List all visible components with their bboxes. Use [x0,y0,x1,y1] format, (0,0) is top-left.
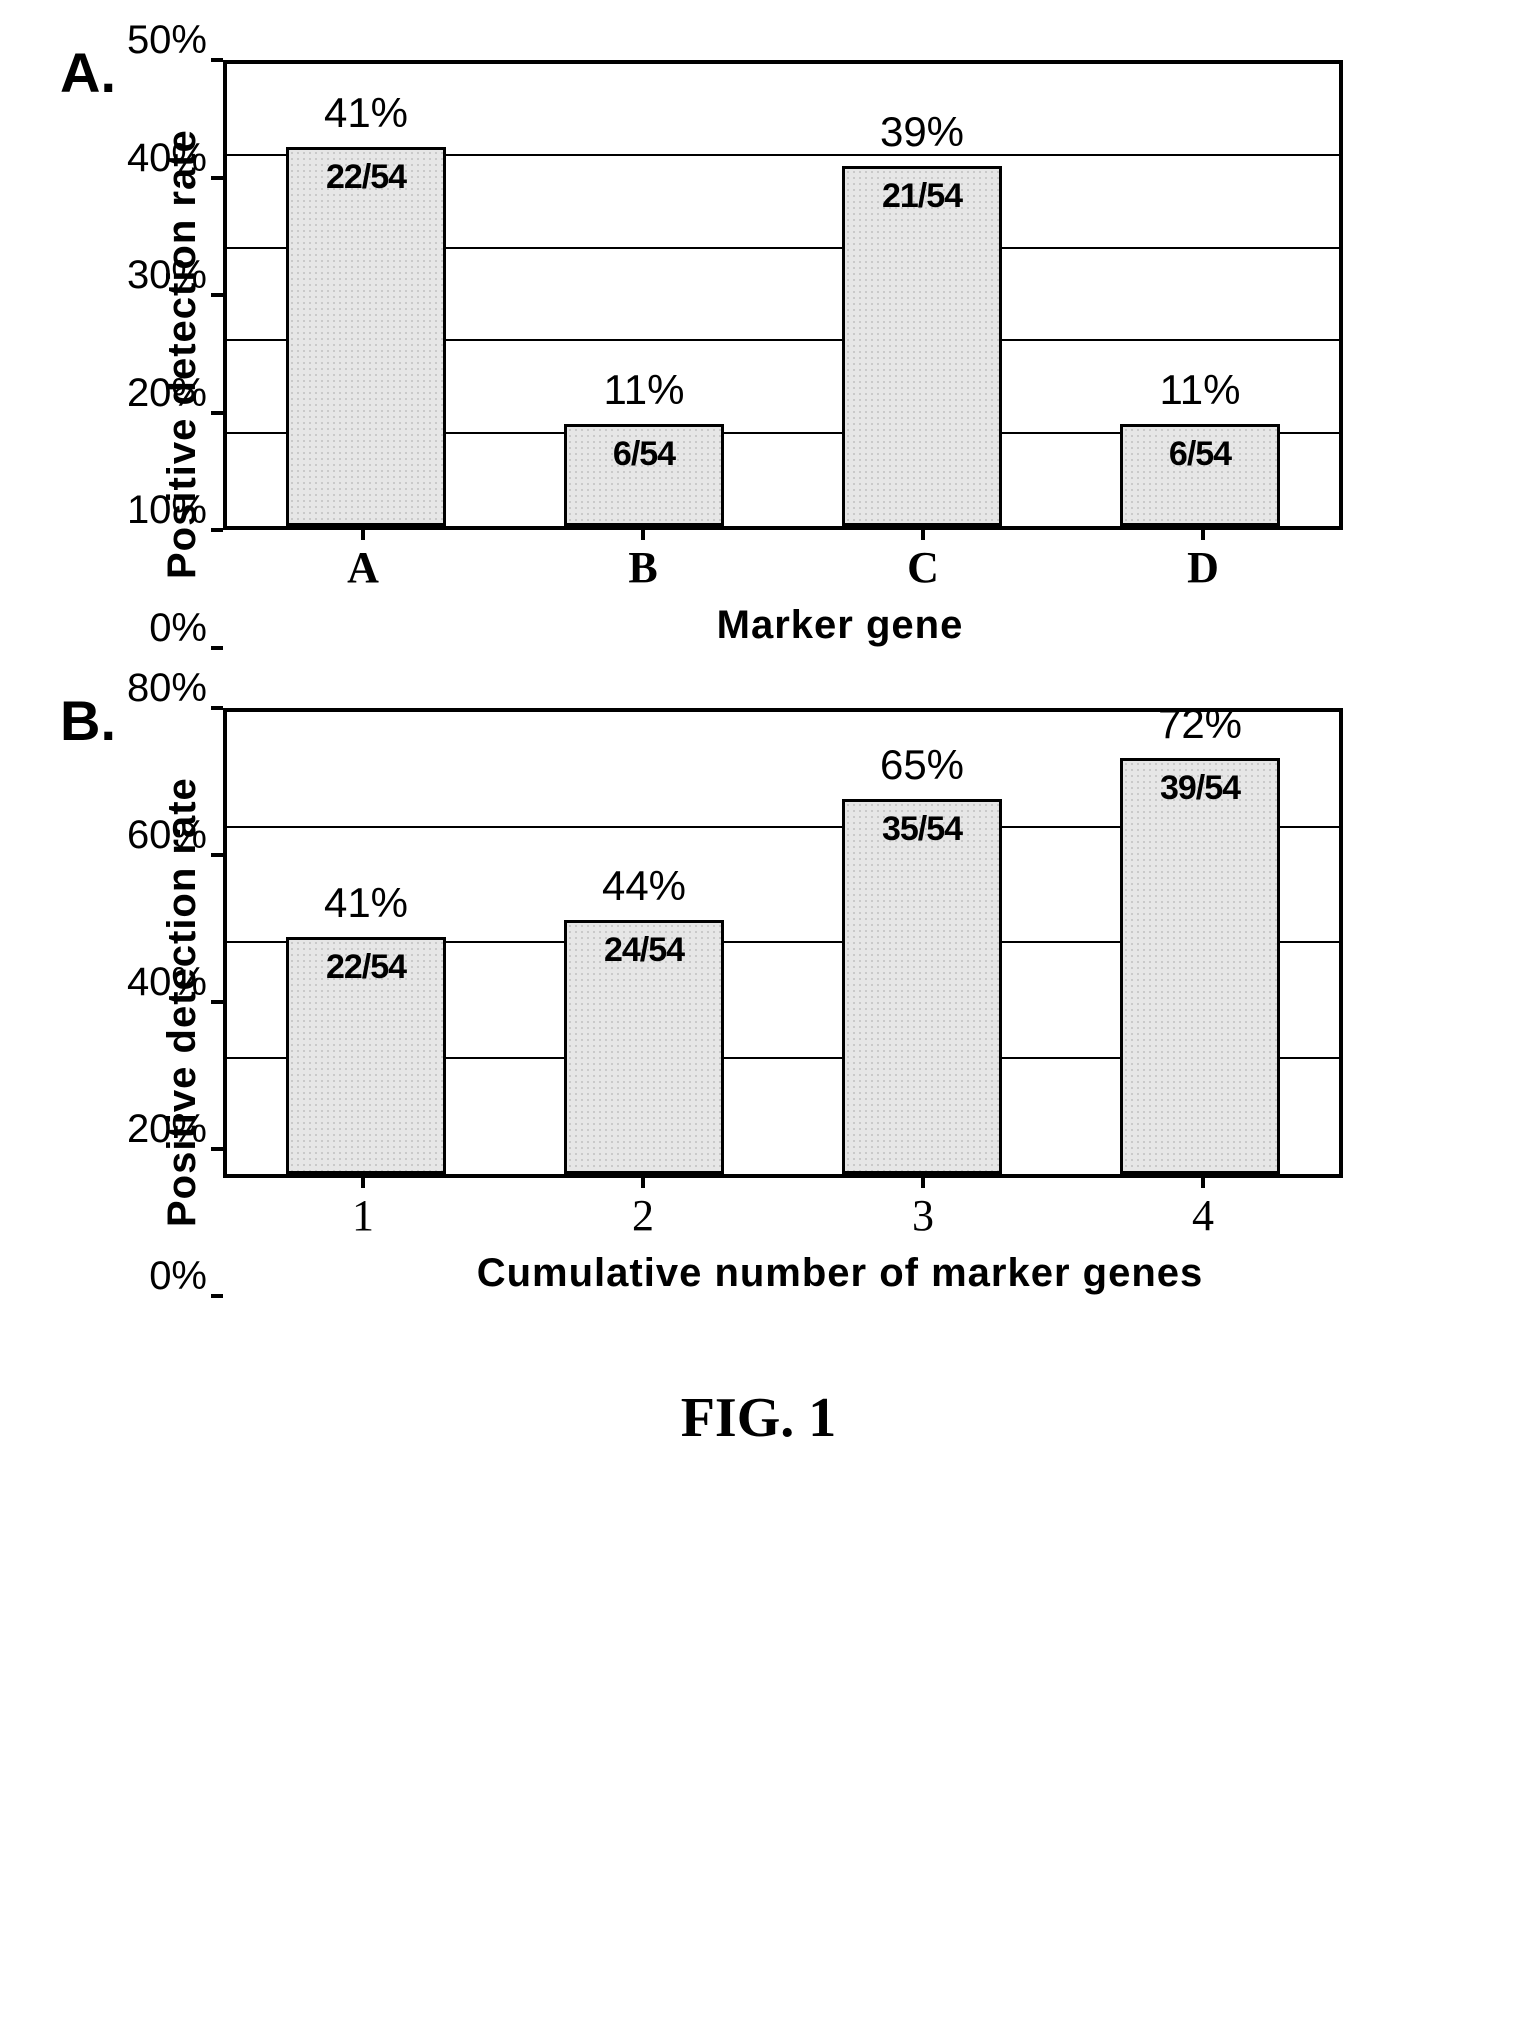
bar-inner-label: 21/54 [882,177,962,216]
chart-a-body: Positive detection rate 50%40%30%20%10%0… [150,60,1457,648]
xtick: A [283,542,443,593]
bar-top-label: 72% [1100,700,1300,748]
bar-top-label: 11% [544,366,744,414]
panel-a: A. Positive detection rate 50%40%30%20%1… [60,40,1457,648]
chart-b-bars: 41%22/5444%24/5465%35/5472%39/54 [227,712,1339,1174]
bar-inner-label: 6/54 [613,435,675,474]
bar-inner-label: 35/54 [882,810,962,849]
xtick: 2 [563,1190,723,1241]
bar: 6/54 [1120,424,1280,526]
bar-slot: 44%24/54 [564,712,724,1174]
bar: 39/54 [1120,758,1280,1174]
chart-b-xaxis-wrap: 1 2 3 4 Cumulative number of marker genes [223,1178,1457,1296]
bar-slot: 72%39/54 [1120,712,1280,1174]
bar-top-label: 41% [266,879,466,927]
bar-slot: 41%22/54 [286,64,446,526]
xtick: D [1123,542,1283,593]
xtick: C [843,542,1003,593]
bar: 21/54 [842,166,1002,526]
bar: 22/54 [286,147,446,526]
xtick: B [563,542,723,593]
bar-top-label: 11% [1100,366,1300,414]
bar-inner-label: 24/54 [604,931,684,970]
bar: 22/54 [286,937,446,1174]
bar-slot: 11%6/54 [564,64,724,526]
chart-b: Positive detection rate 80%60%40%20%0% 4… [150,708,1457,1296]
xtick: 4 [1123,1190,1283,1241]
chart-b-plot: 41%22/5444%24/5465%35/5472%39/54 [223,708,1343,1178]
bar-top-label: 39% [822,108,1022,156]
chart-a-xaxis-wrap: A B C D Marker gene [223,530,1457,648]
chart-b-xaxis: 1 2 3 4 [223,1178,1343,1241]
bar-slot: 65%35/54 [842,712,1002,1174]
panel-b: B. Positive detection rate 80%60%40%20%0… [60,688,1457,1296]
chart-a: Positive detection rate 50%40%30%20%10%0… [150,60,1457,648]
bar-inner-label: 39/54 [1160,769,1240,808]
bar-inner-label: 6/54 [1169,435,1231,474]
chart-b-plotcol: 41%22/5444%24/5465%35/5472%39/54 1234 Cu… [223,708,1457,1296]
bar-inner-label: 22/54 [326,948,406,987]
bar-inner-label: 22/54 [326,158,406,197]
bar: 35/54 [842,799,1002,1174]
chart-a-plot: 41%22/5411%6/5439%21/5411%6/54 [223,60,1343,530]
chart-a-plotcol: 41%22/5411%6/5439%21/5411%6/54 ABCD Mark… [223,60,1457,648]
bar: 24/54 [564,920,724,1174]
bar-slot: 39%21/54 [842,64,1002,526]
xtick: 1 [283,1190,443,1241]
bar: 6/54 [564,424,724,526]
chart-a-xaxis: A B C D [223,530,1343,593]
bar-top-label: 44% [544,862,744,910]
chart-b-xlabel: Cumulative number of marker genes [223,1251,1457,1296]
bar-top-label: 41% [266,89,466,137]
figure-caption: FIG. 1 [60,1386,1457,1450]
chart-a-yaxis: 50%40%30%20%10%0% [215,60,223,648]
figure-1: A. Positive detection rate 50%40%30%20%1… [60,40,1457,1450]
chart-a-bars: 41%22/5411%6/5439%21/5411%6/54 [227,64,1339,526]
bar-slot: 41%22/54 [286,712,446,1174]
panel-a-letter: A. [60,40,116,105]
chart-b-yaxis: 80%60%40%20%0% [215,708,223,1296]
chart-a-xlabel: Marker gene [223,603,1457,648]
bar-slot: 11%6/54 [1120,64,1280,526]
chart-b-body: Positive detection rate 80%60%40%20%0% 4… [150,708,1457,1296]
bar-top-label: 65% [822,741,1022,789]
xtick: 3 [843,1190,1003,1241]
panel-b-letter: B. [60,688,116,753]
